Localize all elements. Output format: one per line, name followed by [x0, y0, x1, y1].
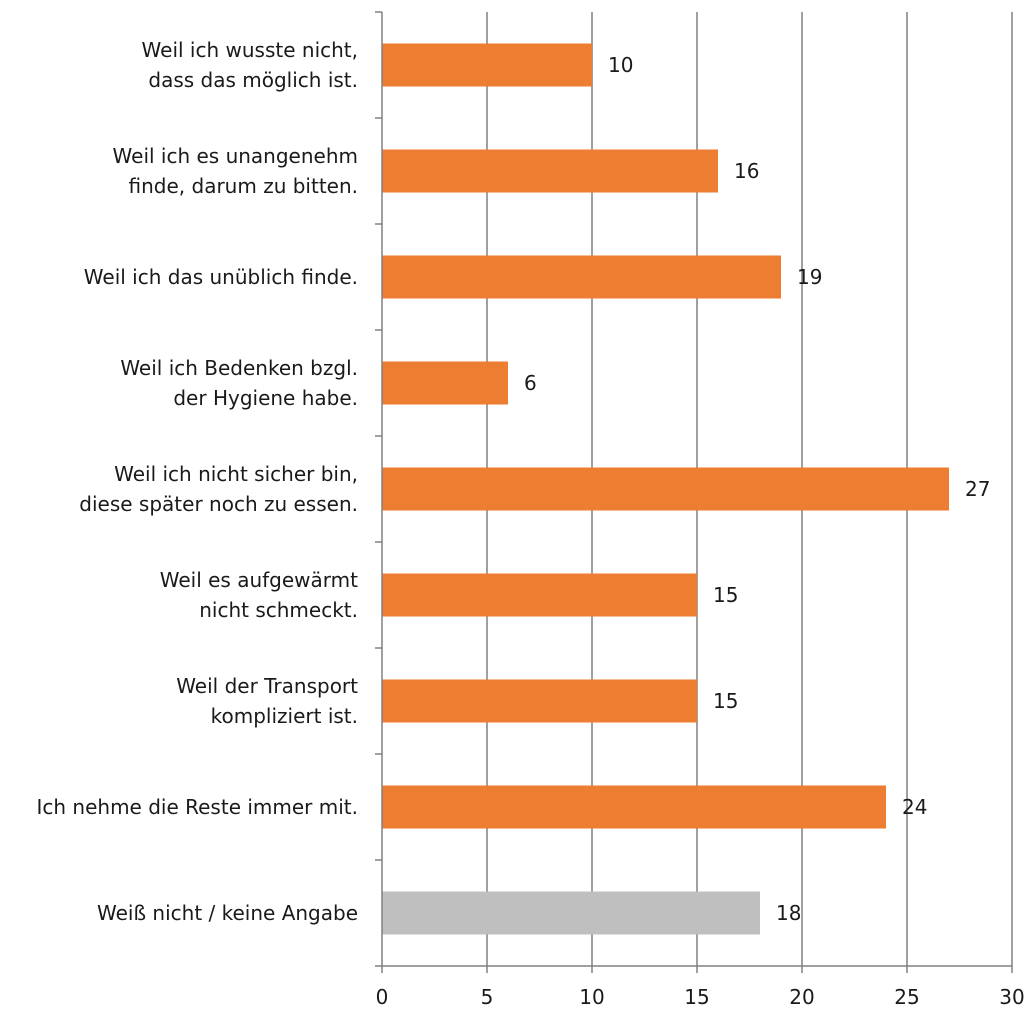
bar-6	[382, 573, 697, 617]
x-tick-label-30: 30	[999, 985, 1024, 1009]
category-label-2-line-1: Weil ich es unangenehm	[113, 144, 358, 168]
data-label-6: 15	[713, 583, 738, 607]
bar-8	[382, 785, 886, 829]
bar-5	[382, 467, 949, 511]
category-label-6-line-1: Weil es aufgewärmt	[160, 568, 358, 592]
bar-1	[382, 43, 592, 87]
category-label-6-line-2: nicht schmeckt.	[199, 598, 358, 622]
category-label-5-line-2: diese später noch zu essen.	[79, 492, 358, 516]
data-label-7: 15	[713, 689, 738, 713]
category-label-1-line-1: Weil ich wusste nicht,	[142, 38, 358, 62]
data-label-9: 18	[776, 901, 801, 925]
bar-9	[382, 891, 760, 935]
x-tick-label-10: 10	[579, 985, 604, 1009]
bar-7	[382, 679, 697, 723]
bar-2	[382, 149, 718, 193]
category-label-8-line-1: Ich nehme die Reste immer mit.	[36, 795, 358, 819]
bar-4	[382, 361, 508, 405]
x-tick-label-15: 15	[684, 985, 709, 1009]
category-label-4-line-2: der Hygiene habe.	[173, 386, 358, 410]
category-label-7-line-2: kompliziert ist.	[211, 704, 358, 728]
category-label-2-line-2: finde, darum zu bitten.	[129, 174, 358, 198]
bar-3	[382, 255, 781, 299]
category-label-1-line-2: dass das möglich ist.	[148, 68, 358, 92]
data-label-4: 6	[524, 371, 537, 395]
data-label-5: 27	[965, 477, 990, 501]
x-tick-label-25: 25	[894, 985, 919, 1009]
category-label-3-line-1: Weil ich das unüblich finde.	[84, 265, 358, 289]
data-label-3: 19	[797, 265, 822, 289]
x-tick-label-5: 5	[481, 985, 494, 1009]
category-label-4-line-1: Weil ich Bedenken bzgl.	[120, 356, 358, 380]
bar-layer	[382, 43, 949, 935]
data-label-2: 16	[734, 159, 759, 183]
data-label-1: 10	[608, 53, 633, 77]
label-layer: 10 Weil ich wusste nicht, dass das möglich…	[36, 38, 1024, 1009]
category-label-9-line-1: Weiß nicht / keine Angabe	[97, 901, 358, 925]
x-tick-label-20: 20	[789, 985, 814, 1009]
category-label-7-line-1: Weil der Transport	[176, 674, 358, 698]
data-label-8: 24	[902, 795, 927, 819]
axis-layer	[375, 11, 1013, 973]
category-label-5-line-1: Weil ich nicht sicher bin,	[114, 462, 358, 486]
x-tick-label-0: 0	[376, 985, 389, 1009]
